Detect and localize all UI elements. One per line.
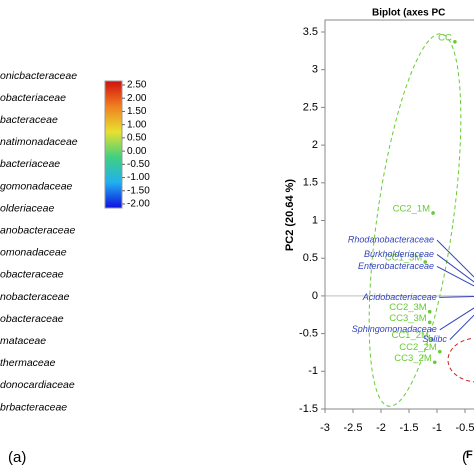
x-tick-label: -0.5 xyxy=(456,422,474,434)
row-label: brbacteraceae xyxy=(0,401,67,413)
y-tick-label: 2 xyxy=(312,139,318,151)
loading-vector xyxy=(436,266,474,287)
colorbar-label: 0.00 xyxy=(127,146,147,157)
y-tick-label: 0.5 xyxy=(303,252,318,264)
vector-label: Rhodanobacteraceae xyxy=(348,234,434,244)
loading-vector xyxy=(449,314,474,340)
row-label: gomonadaceae xyxy=(0,180,73,192)
y-axis-label: PC2 (20.64 %) xyxy=(284,179,296,251)
row-label: onicbacteraceae xyxy=(0,70,77,82)
y-tick-label: 1.5 xyxy=(303,177,318,189)
vector-label: Enterobacteraceae xyxy=(358,261,434,271)
colorbar-label: 0.50 xyxy=(127,133,147,144)
point-label: CC xyxy=(438,32,452,43)
loading-vector xyxy=(436,239,474,278)
loading-vector xyxy=(436,254,474,283)
colorbar-label: -1.00 xyxy=(127,172,150,183)
vector-label: Acidobacteriaceae xyxy=(362,292,437,302)
observation-point xyxy=(427,309,432,314)
vector-label: Sphingomonadaceae xyxy=(352,324,437,334)
vector-label: Burkholderiaceae xyxy=(364,249,434,259)
x-axis-label: F xyxy=(466,449,473,461)
row-label: natimonadaceae xyxy=(0,136,78,148)
x-tick-label: -1 xyxy=(432,422,442,434)
colorbar-label: 2.00 xyxy=(127,93,147,104)
row-label: nobacteraceae xyxy=(0,291,70,303)
y-tick-label: 1 xyxy=(312,214,318,226)
observation-point xyxy=(423,260,428,264)
y-tick-label: -1.5 xyxy=(299,403,318,415)
point-label: CC3_2M xyxy=(394,353,432,364)
row-label: mataceae xyxy=(0,335,46,347)
point-label: CC2_2M xyxy=(399,342,437,353)
point-label: CC2_3M xyxy=(389,302,427,313)
colorbar-label: -1.50 xyxy=(127,185,150,196)
observation-point xyxy=(438,349,442,354)
colorbar-label: -2.00 xyxy=(127,199,150,210)
row-label: bacteraceae xyxy=(0,114,58,126)
row-label: thermaceae xyxy=(0,357,56,369)
chart-title: Biplot (axes PC xyxy=(372,8,445,19)
x-tick-label: -1.5 xyxy=(400,422,419,434)
y-tick-label: 2.5 xyxy=(303,101,318,113)
colorbar-label: 2.50 xyxy=(127,80,147,91)
colorbar-label: 1.00 xyxy=(127,119,147,130)
y-tick-label: -1 xyxy=(308,365,318,377)
row-label: obacteriaceae xyxy=(0,92,66,104)
row-label: donocardiaceae xyxy=(0,379,75,391)
point-label: CC2_1M xyxy=(393,203,431,214)
row-label: anobacteraceae xyxy=(0,224,75,236)
vector-label: Solibc xyxy=(422,334,447,344)
colorbar-label: -0.50 xyxy=(127,159,150,170)
biplot xyxy=(321,19,474,413)
colorbar-label: 1.50 xyxy=(127,106,147,117)
observation-point xyxy=(427,320,432,325)
row-label: bacteriaceae xyxy=(0,158,60,170)
point-label: CC1_3M xyxy=(385,252,423,263)
y-tick-label: -0.5 xyxy=(299,328,318,340)
confidence-ellipse xyxy=(368,33,462,407)
row-label: olderiaceae xyxy=(0,202,54,214)
loading-vector xyxy=(439,307,474,331)
observation-point xyxy=(431,211,435,215)
row-label: obacteraceae xyxy=(0,313,64,325)
observation-point xyxy=(430,337,434,342)
point-label: CC3_3M xyxy=(389,313,427,324)
row-label: obacteraceae xyxy=(0,269,64,281)
colorbar xyxy=(104,80,123,209)
observation-point xyxy=(453,40,457,44)
x-tick-label: -2 xyxy=(376,422,386,434)
x-tick-label: -3 xyxy=(320,422,330,434)
confidence-ellipse xyxy=(447,337,474,383)
y-tick-label: 0 xyxy=(312,290,318,302)
plot-frame xyxy=(324,19,474,410)
point-label: CC1_2M xyxy=(391,330,429,341)
loading-vector xyxy=(439,295,474,298)
panel-label: ( xyxy=(462,449,467,466)
row-label: omonadaceae xyxy=(0,247,67,259)
y-tick-label: 3.5 xyxy=(303,26,318,38)
panel-label: (a) xyxy=(8,449,26,466)
x-tick-label: -2.5 xyxy=(344,422,363,434)
y-tick-label: 3 xyxy=(312,64,318,76)
observation-point xyxy=(432,360,437,365)
